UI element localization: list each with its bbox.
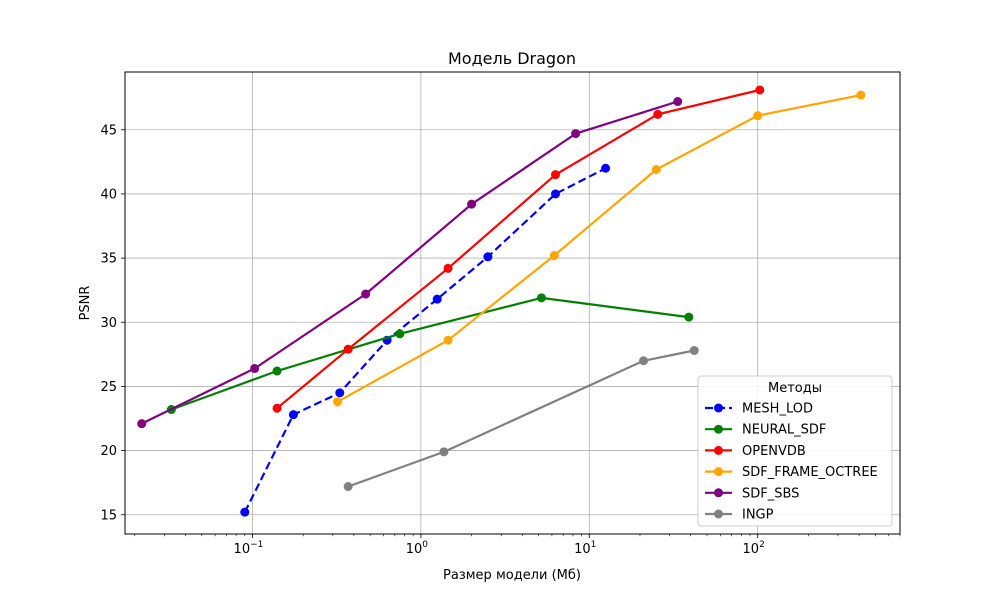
legend-entry: INGP [705, 508, 774, 523]
legend-marker [714, 509, 723, 519]
x-tick-label: 102 [743, 540, 765, 557]
data-point [443, 335, 453, 345]
data-point [550, 189, 560, 199]
y-tick-label: 20 [100, 444, 117, 459]
y-tick-label: 15 [100, 508, 117, 523]
legend-box [697, 375, 893, 527]
legend-label: NEURAL_SDF [742, 423, 826, 438]
y-tick-label: 35 [100, 252, 117, 267]
series-layer [137, 85, 866, 517]
data-point [601, 163, 611, 173]
legend-label: OPENVDB [742, 444, 806, 459]
plot-frame [124, 71, 901, 535]
grid [125, 72, 900, 534]
data-point [639, 356, 649, 366]
legend-label: INGP [742, 508, 774, 523]
legend-label: MESH_LOD [742, 402, 813, 417]
data-point [250, 363, 260, 373]
data-point [395, 329, 405, 339]
data-point [432, 294, 442, 304]
data-point [549, 251, 559, 261]
data-point [343, 344, 353, 354]
series-mesh-lod [240, 163, 611, 517]
legend-marker [714, 424, 723, 434]
data-point [335, 388, 345, 398]
series-line [276, 88, 761, 410]
y-tick-label: 30 [100, 316, 117, 331]
legend-title: Методы [768, 381, 822, 396]
data-point [137, 419, 147, 429]
data-point [272, 366, 282, 376]
series-openvdb [272, 85, 765, 413]
data-point [550, 170, 560, 180]
legend-entry: OPENVDB [705, 444, 806, 459]
data-point [288, 410, 298, 420]
series-line [347, 349, 695, 488]
y-axis-label: PSNR [78, 286, 93, 321]
legend: Методы MESH_LOD NEURAL_SDF OPENVDB SDF_FRAME… [697, 375, 893, 527]
data-point [343, 482, 353, 492]
legend-marker [714, 445, 723, 455]
series-ingp [343, 345, 699, 492]
data-point [856, 90, 866, 100]
x-axis-label: Размер модели (Мб) [443, 568, 581, 583]
series-neural-sdf [166, 293, 694, 415]
series-sdf-sbs [137, 97, 683, 429]
legend-entry: NEURAL_SDF [705, 423, 826, 438]
legend-label: SDF_SBS [742, 486, 799, 501]
data-point [240, 507, 250, 517]
data-point [651, 165, 661, 175]
x-tick-label: 101 [574, 540, 596, 557]
data-point [673, 97, 683, 107]
y-tick-label: 45 [100, 123, 117, 138]
y-tick-label: 25 [100, 380, 117, 395]
y-tick-label: 40 [100, 187, 117, 202]
data-point [333, 397, 343, 407]
ticks: 15 20 25 30 35 40 45 10−1 100 101 102 [100, 123, 901, 557]
legend-entry: SDF_FRAME_OCTREE [705, 465, 878, 480]
data-point [536, 293, 546, 303]
legend-marker [714, 467, 723, 477]
series-line [171, 296, 689, 411]
legend-marker [714, 403, 723, 413]
data-point [653, 109, 663, 119]
legend-marker [714, 488, 723, 498]
series-line [336, 94, 862, 403]
series-line [141, 100, 679, 425]
data-point [467, 199, 477, 209]
series-line [243, 167, 607, 513]
data-point [689, 345, 699, 355]
legend-entry: SDF_SBS [705, 486, 799, 501]
data-point [483, 252, 493, 262]
data-point [439, 447, 449, 457]
data-point [753, 111, 763, 121]
data-point [755, 85, 765, 95]
data-point [571, 129, 581, 139]
data-point [361, 289, 371, 299]
x-tick-label: 10−1 [234, 540, 264, 557]
legend-entry: MESH_LOD [705, 402, 813, 417]
x-tick-label: 100 [406, 540, 429, 557]
series-sdf-frame-octree [333, 90, 866, 407]
chart-title: Модель Dragon [448, 49, 576, 68]
data-point [272, 403, 282, 413]
data-point [443, 263, 453, 273]
legend-label: SDF_FRAME_OCTREE [742, 465, 878, 480]
data-point [684, 312, 694, 322]
